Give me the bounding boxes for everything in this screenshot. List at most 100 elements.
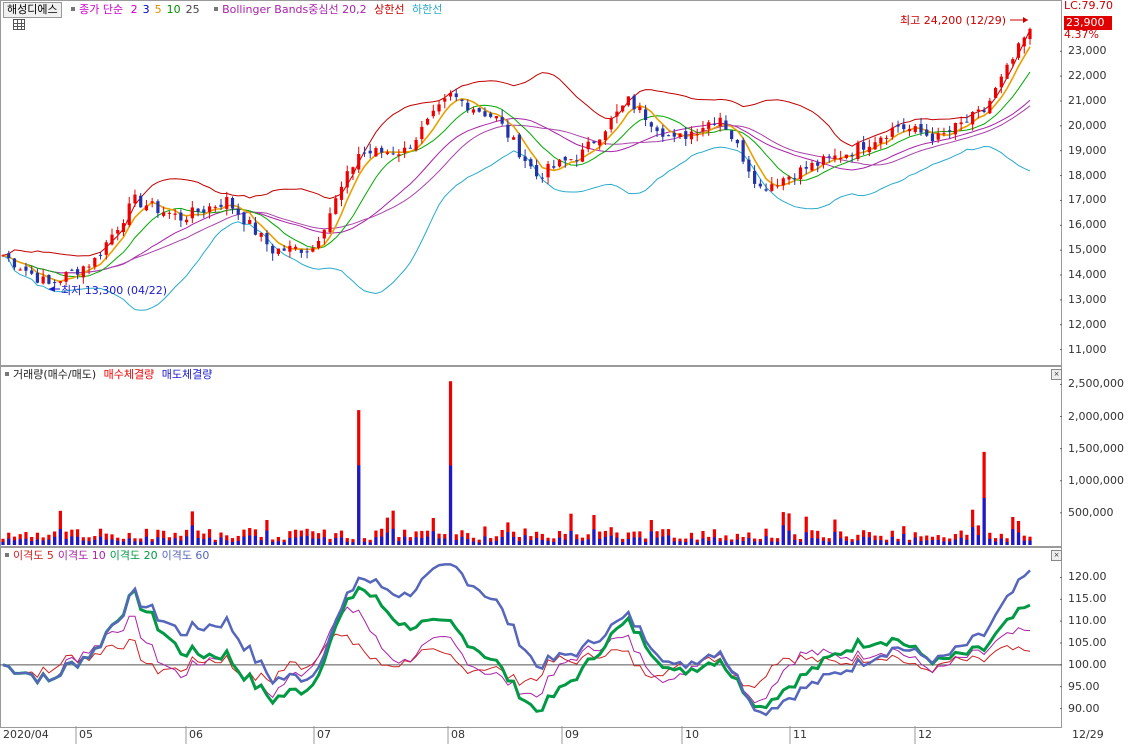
ma-periods: 2 3 5 10 25 <box>131 3 205 16</box>
disparity-label-4: 이격도 60 <box>161 549 210 562</box>
volume-bar-total <box>362 538 367 545</box>
volume-bar-total <box>385 517 390 545</box>
price-tick: 18,000 <box>1068 168 1107 182</box>
volume-bar-total <box>162 530 166 545</box>
volume-bar-sell <box>265 530 269 545</box>
volume-bar-sell <box>884 542 889 545</box>
disparity-axis: 120.00 115.00 110.00 105.00 100.00 95.00 90.00 <box>1062 547 1128 728</box>
volume-marker-icon <box>5 372 9 376</box>
volume-bar-sell <box>12 540 17 545</box>
candle-body <box>965 121 969 123</box>
candle-body <box>741 140 745 162</box>
candle-body <box>953 122 958 135</box>
volume-bar-sell <box>139 541 143 545</box>
volume-bar-sell <box>707 540 711 545</box>
candle-body <box>190 207 194 219</box>
candle-body <box>30 270 34 274</box>
price-tick: 22,000 <box>1068 69 1107 83</box>
volume-bar-sell <box>649 531 653 545</box>
volume-bar-total <box>328 538 332 545</box>
candle-body <box>305 251 309 253</box>
volume-bar-sell <box>689 538 694 545</box>
volume-bar-sell <box>896 541 900 545</box>
volume-bar-total <box>236 535 240 545</box>
sell-volume-label: 매도체결량 <box>161 368 213 381</box>
volume-bar-sell <box>839 538 843 545</box>
candle-body <box>357 153 361 170</box>
candle-body <box>47 274 51 284</box>
candle-body <box>403 147 407 153</box>
candle-body <box>942 132 946 134</box>
volume-bar-sell <box>167 540 171 545</box>
volume-bar-sell <box>753 541 757 545</box>
stock-name[interactable]: 해성디에스 <box>3 2 62 18</box>
volume-bar-sell <box>942 541 946 545</box>
volume-bar-sell <box>965 539 969 545</box>
current-price-badge: 23,900 <box>1064 16 1112 30</box>
volume-bar-sell <box>1005 541 1009 545</box>
volume-bar-sell <box>322 537 326 545</box>
volume-bar-sell <box>420 537 424 545</box>
candle-body <box>414 139 418 151</box>
volume-bar-total <box>448 381 453 545</box>
volume-bar-sell <box>666 535 671 545</box>
price-axis: LC:79.70 4.37% 23,000 22,000 21,000 20,000 1… <box>1062 0 1128 366</box>
candle-body <box>207 206 212 212</box>
volume-bar-total <box>494 536 499 545</box>
volume-bar-sell <box>586 539 590 545</box>
candle-body <box>632 95 636 110</box>
volume-bar-total <box>35 532 40 545</box>
candle-body <box>856 142 860 160</box>
volume-bar-sell <box>747 538 751 545</box>
candle-body <box>173 213 177 215</box>
volume-bar-sell <box>621 541 625 545</box>
volume-bar-sell <box>810 537 814 545</box>
candle-body <box>844 154 849 159</box>
close-icon[interactable]: × <box>1051 550 1062 561</box>
volume-bar-sell <box>1016 532 1021 545</box>
candle-body <box>833 155 837 160</box>
candle-body <box>288 245 292 252</box>
grid-icon[interactable] <box>13 19 25 30</box>
volume-bar-sell <box>741 541 745 545</box>
candle-body <box>666 135 671 137</box>
disparity-line-60 <box>2 563 1031 717</box>
volume-bar-sell <box>47 539 51 545</box>
volume-bar-sell <box>466 539 470 545</box>
volume-bar-sell <box>638 537 642 545</box>
volume-bar-sell <box>116 540 120 545</box>
candle-body <box>483 111 487 117</box>
volume-bar-sell <box>580 540 585 545</box>
volume-bar-sell <box>351 542 355 545</box>
price-tick: 20,000 <box>1068 118 1107 132</box>
volume-bar-sell <box>833 531 837 545</box>
disparity-label-3: 이격도 20 <box>109 549 158 562</box>
disparity-tick: 90.00 <box>1068 701 1100 715</box>
candle-body <box>299 249 303 253</box>
disparity-tick: 105.00 <box>1068 636 1107 649</box>
volume-bar-sell <box>253 535 258 545</box>
volume-bar-sell <box>288 538 292 545</box>
candle-body <box>580 149 585 162</box>
volume-bar-sell <box>816 538 820 545</box>
candle-body <box>753 170 757 184</box>
volume-bar-total <box>712 529 717 545</box>
volume-bar-sell <box>380 536 384 545</box>
volume-bar-total <box>87 537 91 545</box>
candle-body <box>684 131 688 139</box>
volume-bar-sell <box>437 538 441 545</box>
volume-bar-sell <box>609 535 613 545</box>
candle-body <box>621 105 625 112</box>
volume-bar-total <box>225 535 229 545</box>
candle-body <box>655 127 659 132</box>
volume-bar-total <box>477 539 481 545</box>
volume-bar-sell <box>529 540 533 545</box>
volume-bar-sell <box>575 539 579 545</box>
volume-bar-sell <box>334 538 338 545</box>
volume-bar-sell <box>81 540 85 545</box>
volume-bar-sell <box>730 541 734 545</box>
close-icon[interactable]: × <box>1051 369 1062 380</box>
volume-bar-sell <box>672 541 676 545</box>
candle-body <box>431 110 435 117</box>
